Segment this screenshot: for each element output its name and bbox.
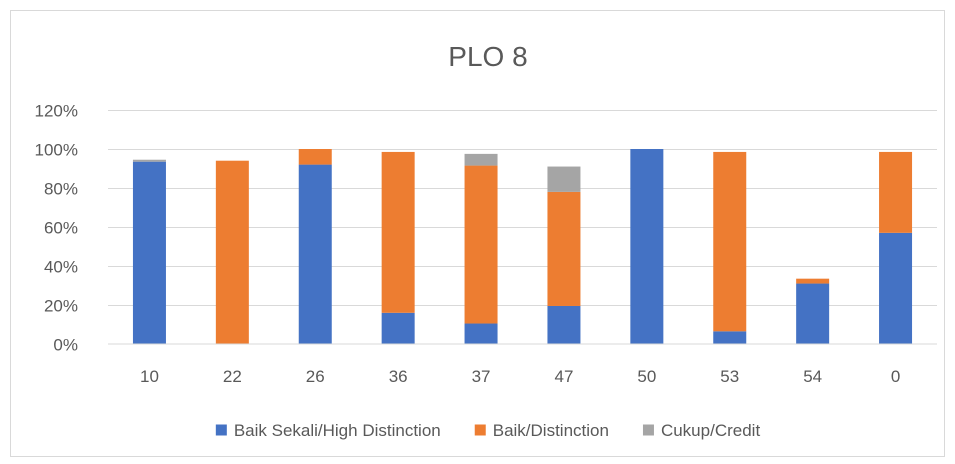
bar-segment [547, 305, 581, 344]
y-tick-label: 100% [35, 141, 78, 160]
x-tick-label: 0 [891, 367, 900, 386]
x-tick-label: 26 [306, 367, 325, 386]
y-tick-label: 40% [44, 258, 78, 277]
y-tick-label: 60% [44, 219, 78, 238]
bar-segment [464, 323, 498, 344]
bar-segment [132, 159, 166, 162]
y-tick-label: 0% [53, 336, 78, 355]
x-tick-label: 47 [554, 367, 573, 386]
bar-segment [298, 164, 332, 344]
bar-segment [464, 165, 498, 324]
x-tick-label: 53 [720, 367, 739, 386]
x-tick-label: 54 [803, 367, 822, 386]
legend-item: Baik Sekali/High Distinction [215, 421, 441, 440]
legend-label: Cukup/Credit [661, 421, 760, 440]
bar-segment [381, 312, 415, 344]
x-tick-label: 10 [140, 367, 159, 386]
bar-segment [547, 166, 581, 192]
chart-title: PLO 8 [448, 41, 527, 72]
x-tick-label: 37 [472, 367, 491, 386]
bar-segment [796, 283, 830, 344]
legend-label: Baik/Distinction [493, 421, 609, 440]
legend: Baik Sekali/High Distinction Baik/Distinc… [215, 421, 760, 440]
legend-swatch [642, 424, 654, 436]
bar-segment [132, 161, 166, 344]
legend-item: Baik/Distinction [474, 421, 609, 440]
bar-segment [713, 331, 747, 344]
bar-segment [381, 151, 415, 313]
bar-segment [713, 151, 747, 332]
x-tick-label: 50 [637, 367, 656, 386]
y-tick-label: 20% [44, 297, 78, 316]
bar-segment [215, 160, 249, 344]
legend-swatch [215, 424, 227, 436]
bar-segment [547, 191, 581, 306]
bar-segment [879, 151, 913, 233]
bar-segment [796, 278, 830, 284]
x-axis-tick-labels: 10 22 26 36 37 47 50 53 54 0 [140, 367, 900, 386]
bars [132, 149, 913, 344]
bar-segment [630, 149, 664, 344]
legend-item: Cukup/Credit [642, 421, 760, 440]
legend-swatch [474, 424, 486, 436]
y-tick-label: 80% [44, 180, 78, 199]
y-axis-tick-labels: 0% 20% 40% 60% 80% 100% 120% [35, 102, 78, 355]
x-tick-label: 36 [389, 367, 408, 386]
bar-segment [879, 232, 913, 344]
y-tick-label: 120% [35, 102, 78, 121]
bar-segment [298, 149, 332, 165]
x-tick-label: 22 [223, 367, 242, 386]
legend-label: Baik Sekali/High Distinction [234, 421, 441, 440]
bar-segment [464, 153, 498, 166]
